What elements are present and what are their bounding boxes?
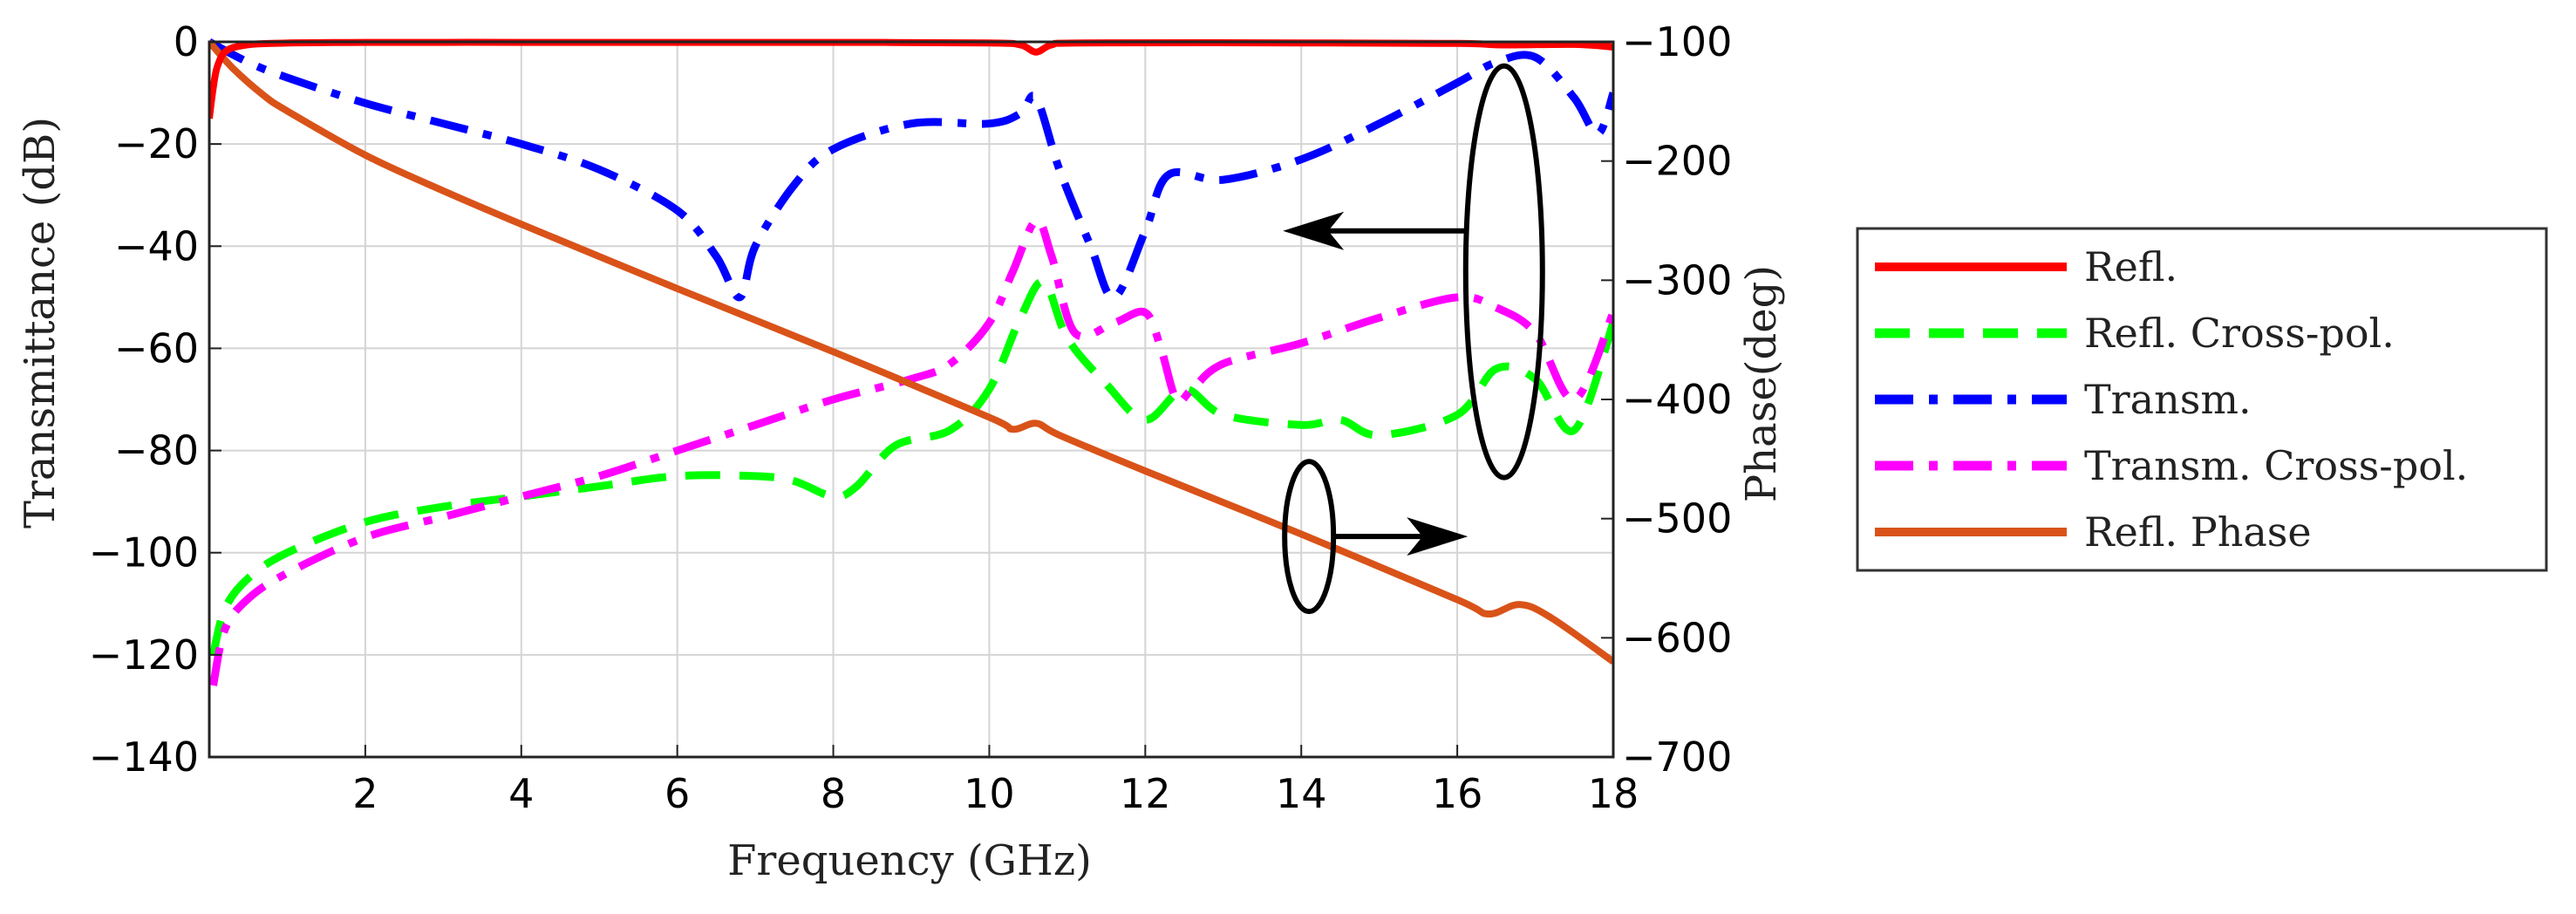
y-tick-label: −100: [89, 529, 199, 576]
y2-tick-label: −200: [1622, 138, 1732, 185]
y-tick-label: −140: [89, 733, 199, 781]
legend-label: Refl. Phase: [2084, 508, 2312, 556]
y2-tick-label: −600: [1622, 614, 1732, 661]
x-tick-label: 2: [352, 770, 378, 817]
y-tick-label: −20: [114, 120, 199, 167]
y-tick-label: −120: [89, 631, 199, 679]
legend-label: Transm.: [2084, 376, 2252, 423]
x-tick-label: 18: [1588, 770, 1639, 817]
y-tick-label: 0: [174, 18, 199, 65]
y2-tick-label: −100: [1622, 18, 1732, 65]
y2-tick-label: −300: [1622, 256, 1732, 304]
x-tick-label: 14: [1276, 770, 1327, 817]
x-tick-label: 8: [821, 770, 846, 817]
x-tick-label: 16: [1432, 770, 1483, 817]
grid-layer: [209, 41, 1614, 758]
y2-tick-label: −500: [1622, 495, 1732, 542]
legend: Refl. Refl. Cross-pol. Transm. Transm. Cros…: [1856, 227, 2548, 572]
series-line-refl: [209, 38, 1613, 119]
y-tick-label: −60: [114, 324, 199, 372]
arrow-left-icon: [1283, 211, 1345, 250]
series-layer: [209, 38, 1613, 686]
y2-tick-label: −400: [1622, 376, 1732, 423]
y-axis-title: Transmittance (dB): [16, 117, 65, 529]
legend-label: Transm. Cross-pol.: [2084, 442, 2468, 489]
series-line-transm-cross-pol: [209, 216, 1613, 686]
x-tick-label: 12: [1120, 770, 1171, 817]
series-line-transm: [209, 38, 1613, 302]
y2-axis-title: Phase(deg): [1737, 265, 1786, 502]
ticks-layer: 2 4 6 8 10 12 14 16 18 0 −20 −40 −60 −80 −100 −120 −140 −…: [89, 18, 1733, 817]
x-axis-title: Frequency (GHz): [727, 836, 1092, 885]
series-line-refl-cross-pol: [209, 277, 1613, 656]
x-tick-label: 10: [964, 770, 1015, 817]
x-tick-label: 4: [508, 770, 534, 817]
series-line-refl-phase: [209, 39, 1613, 665]
plot-frame: [208, 40, 1615, 759]
annotation-layer: [1282, 63, 1545, 615]
labels-layer: Frequency (GHz) Transmittance (dB) Phase…: [16, 117, 1786, 885]
x-tick-label: 6: [664, 770, 690, 817]
annotation-ellipse-left-axis: [1462, 63, 1545, 481]
y2-tick-label: −700: [1622, 733, 1732, 781]
arrow-right-icon: [1407, 517, 1469, 556]
legend-label: Refl.: [2084, 243, 2177, 290]
y-tick-label: −40: [114, 222, 199, 269]
y-tick-label: −80: [114, 427, 199, 474]
legend-label: Refl. Cross-pol.: [2084, 310, 2395, 357]
frame-layer: [208, 40, 1615, 759]
